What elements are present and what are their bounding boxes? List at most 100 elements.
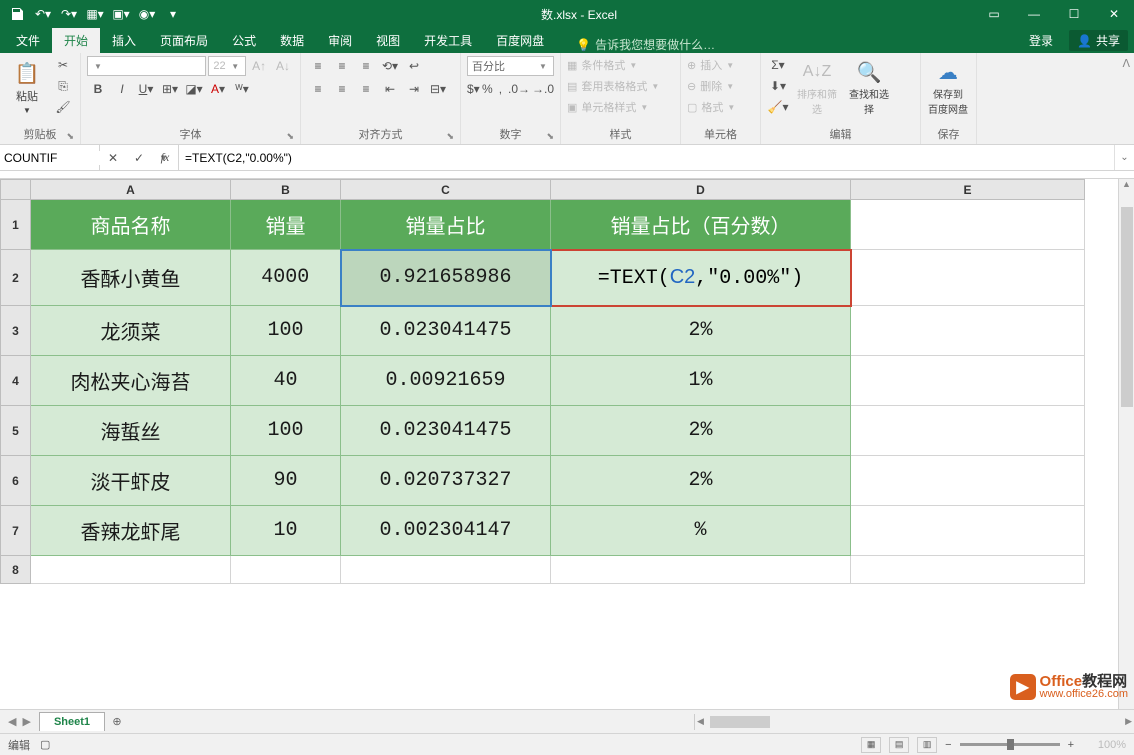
cell-qty[interactable]: 40 xyxy=(231,356,341,406)
ribbon-options-icon[interactable]: ▭ xyxy=(974,0,1014,28)
qat-btn-6[interactable]: ◉▾ xyxy=(136,3,158,25)
row-header-2[interactable]: 2 xyxy=(1,250,31,306)
cell-ratio[interactable]: 0.020737327 xyxy=(341,456,551,506)
col-header-C[interactable]: C xyxy=(341,180,551,200)
launcher-icon[interactable]: ⬊ xyxy=(66,131,74,142)
qat-btn-5[interactable]: ▣▾ xyxy=(110,3,132,25)
cell-name[interactable]: 香酥小黄鱼 xyxy=(31,250,231,306)
cell[interactable] xyxy=(851,356,1085,406)
zoom-level[interactable]: 100% xyxy=(1082,739,1126,751)
clear-icon[interactable]: 🧹▾ xyxy=(767,97,789,117)
format-painter-icon[interactable]: 🖌 xyxy=(52,97,74,117)
row-header-4[interactable]: 4 xyxy=(1,356,31,406)
cell-name[interactable]: 淡干虾皮 xyxy=(31,456,231,506)
fill-icon[interactable]: ⬇▾ xyxy=(767,76,789,96)
cancel-formula-icon[interactable]: ✕ xyxy=(100,145,126,170)
cell[interactable] xyxy=(851,250,1085,306)
grow-font-icon[interactable]: A↑ xyxy=(248,56,270,76)
scrollbar-thumb[interactable] xyxy=(710,716,770,728)
align-middle-icon[interactable]: ≡ xyxy=(331,56,353,76)
save-baidu-button[interactable]: ☁ 保存到 百度网盘 xyxy=(927,55,969,121)
table-format-button[interactable]: ▤套用表格格式▼ xyxy=(567,76,674,96)
cell-qty[interactable]: 90 xyxy=(231,456,341,506)
add-sheet-icon[interactable]: ⊕ xyxy=(105,715,129,728)
autosum-icon[interactable]: Σ▾ xyxy=(767,55,789,75)
font-name-combo[interactable]: ▼ xyxy=(87,56,206,76)
cell-ratio[interactable]: 0.002304147 xyxy=(341,506,551,556)
confirm-formula-icon[interactable]: ✓ xyxy=(126,145,152,170)
tell-me-search[interactable]: 💡 告诉我您想要做什么… xyxy=(576,36,715,53)
insert-cells-button[interactable]: ⊕插入▼ xyxy=(687,55,754,75)
align-bottom-icon[interactable]: ≡ xyxy=(355,56,377,76)
scrollbar-thumb[interactable] xyxy=(1121,207,1133,407)
align-top-icon[interactable]: ≡ xyxy=(307,56,329,76)
cell-pct[interactable]: 2% xyxy=(551,306,851,356)
macro-record-icon[interactable]: ▢ xyxy=(40,738,50,751)
minimize-icon[interactable]: — xyxy=(1014,0,1054,28)
cell-qty[interactable]: 100 xyxy=(231,406,341,456)
cell-ratio[interactable]: 0.00921659 xyxy=(341,356,551,406)
launcher-icon[interactable]: ⬊ xyxy=(446,131,454,142)
percent-icon[interactable]: % xyxy=(482,79,493,99)
fx-icon[interactable]: fx xyxy=(152,145,178,170)
row-header-5[interactable]: 5 xyxy=(1,406,31,456)
format-cells-button[interactable]: ▢格式▼ xyxy=(687,97,754,117)
row-header-3[interactable]: 3 xyxy=(1,306,31,356)
view-pagebreak-icon[interactable]: ▥ xyxy=(917,737,937,753)
shrink-font-icon[interactable]: A↓ xyxy=(272,56,294,76)
tab-formulas[interactable]: 公式 xyxy=(220,28,268,53)
cell-name[interactable]: 龙须菜 xyxy=(31,306,231,356)
phonetic-icon[interactable]: ᵂ▾ xyxy=(231,79,253,99)
undo-icon[interactable]: ↶▾ xyxy=(32,3,54,25)
tab-developer[interactable]: 开发工具 xyxy=(412,28,484,53)
tab-baidu[interactable]: 百度网盘 xyxy=(484,28,556,53)
cell-name[interactable]: 肉松夹心海苔 xyxy=(31,356,231,406)
cell-pct[interactable]: 2% xyxy=(551,406,851,456)
zoom-in-icon[interactable]: + xyxy=(1068,739,1074,751)
expand-formula-bar-icon[interactable]: ⌄ xyxy=(1114,145,1134,170)
row-header-7[interactable]: 7 xyxy=(1,506,31,556)
font-color-icon[interactable]: A▾ xyxy=(207,79,229,99)
find-select-button[interactable]: 🔍 查找和选择 xyxy=(845,55,893,121)
login-button[interactable]: 登录 xyxy=(1017,28,1065,53)
indent-inc-icon[interactable]: ⇥ xyxy=(403,79,425,99)
cell[interactable] xyxy=(851,200,1085,250)
tab-data[interactable]: 数据 xyxy=(268,28,316,53)
maximize-icon[interactable]: ☐ xyxy=(1054,0,1094,28)
orientation-icon[interactable]: ⟲▾ xyxy=(379,56,401,76)
cell-styles-button[interactable]: ▣单元格样式▼ xyxy=(567,97,674,117)
zoom-slider[interactable] xyxy=(960,743,1060,746)
cell-d2-editing[interactable]: =TEXT(C2,"0.00%") xyxy=(551,250,851,306)
tab-review[interactable]: 审阅 xyxy=(316,28,364,53)
cond-format-button[interactable]: ▦条件格式▼ xyxy=(567,55,674,75)
cell-name[interactable]: 海蜇丝 xyxy=(31,406,231,456)
number-format-combo[interactable]: 百分比 ▼ xyxy=(467,56,554,76)
row-header-1[interactable]: 1 xyxy=(1,200,31,250)
copy-icon[interactable]: ⎘ xyxy=(52,76,74,96)
launcher-icon[interactable]: ⬊ xyxy=(546,131,554,142)
row-header-6[interactable]: 6 xyxy=(1,456,31,506)
cut-icon[interactable]: ✂ xyxy=(52,55,74,75)
align-right-icon[interactable]: ≡ xyxy=(355,79,377,99)
qat-customize-icon[interactable]: ▾ xyxy=(162,3,184,25)
share-button[interactable]: 👤 共享 xyxy=(1069,30,1128,51)
col-header-D[interactable]: D xyxy=(551,180,851,200)
fill-color-icon[interactable]: ◪▾ xyxy=(183,79,205,99)
col-header-E[interactable]: E xyxy=(851,180,1085,200)
dec-decimal-icon[interactable]: →.0 xyxy=(532,79,554,99)
tab-view[interactable]: 视图 xyxy=(364,28,412,53)
view-normal-icon[interactable]: ▦ xyxy=(861,737,881,753)
cell-qty[interactable]: 100 xyxy=(231,306,341,356)
cell[interactable] xyxy=(851,406,1085,456)
tab-file[interactable]: 文件 xyxy=(4,28,52,53)
cell[interactable] xyxy=(851,556,1085,584)
cell-pct[interactable]: % xyxy=(551,506,851,556)
cell[interactable] xyxy=(551,556,851,584)
border-icon[interactable]: ⊞▾ xyxy=(159,79,181,99)
cell[interactable] xyxy=(851,456,1085,506)
bold-button[interactable]: B xyxy=(87,79,109,99)
cell-ratio[interactable]: 0.023041475 xyxy=(341,406,551,456)
zoom-out-icon[interactable]: − xyxy=(945,739,951,751)
launcher-icon[interactable]: ⬊ xyxy=(286,131,294,142)
cell[interactable] xyxy=(231,556,341,584)
